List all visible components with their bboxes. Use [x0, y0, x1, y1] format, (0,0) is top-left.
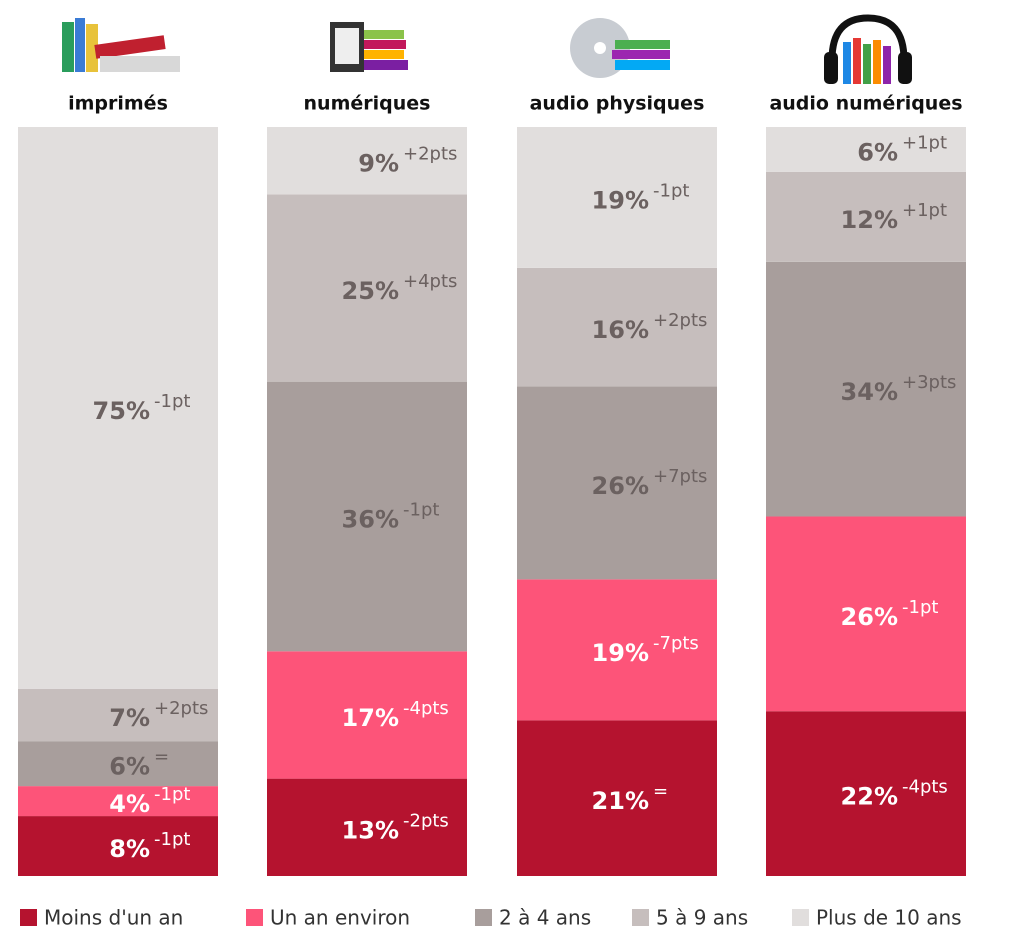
delta-label: -1pt: [902, 597, 938, 618]
bar-segment: [18, 786, 218, 817]
bar-segment: [267, 381, 467, 652]
delta-label: +4pts: [403, 271, 457, 292]
delta-label: -1pt: [154, 829, 190, 850]
legend-label: Plus de 10 ans: [816, 906, 962, 930]
value-label: 26%: [592, 472, 649, 500]
value-label: 34%: [841, 378, 898, 406]
bar-segment: [18, 127, 218, 689]
delta-label: -1pt: [653, 180, 689, 201]
bar-segment: [766, 261, 966, 517]
value-label: 25%: [342, 277, 399, 305]
legend-swatch: [632, 909, 649, 926]
value-label: 21%: [592, 787, 649, 815]
delta-label: -4pts: [902, 777, 948, 798]
legend-swatch: [792, 909, 809, 926]
legend-label: Moins d'un an: [44, 906, 183, 930]
bar-segment: [766, 171, 966, 262]
value-label: 6%: [857, 138, 898, 166]
value-label: 75%: [93, 397, 150, 425]
delta-label: +7pts: [653, 466, 707, 487]
bar-segment: [267, 127, 467, 195]
delta-label: -7pts: [653, 633, 699, 654]
value-label: 4%: [109, 790, 150, 818]
bar-segment: [517, 720, 717, 876]
delta-label: -1pt: [403, 499, 439, 520]
delta-label: +2pts: [154, 698, 208, 719]
value-label: 16%: [592, 316, 649, 344]
column-header: imprimés: [68, 93, 168, 115]
delta-label: =: [154, 747, 169, 768]
bar-segment: [18, 688, 218, 742]
column-header: numériques: [304, 93, 431, 115]
icons: [62, 14, 912, 84]
bar-segment: [517, 127, 717, 268]
bar-segment: [267, 778, 467, 876]
bar-segment: [267, 651, 467, 779]
bar-segment: [766, 127, 966, 172]
delta-label: +1pt: [902, 132, 947, 153]
value-label: 7%: [109, 704, 150, 732]
delta-label: -1pt: [154, 784, 190, 805]
delta-label: +3pts: [902, 372, 956, 393]
bar-segment: [18, 816, 218, 876]
delta-label: =: [653, 781, 668, 802]
delta-label: -1pt: [154, 391, 190, 412]
icon-cd: [570, 18, 670, 78]
bar-segment: [18, 741, 218, 787]
delta-label: +1pt: [902, 200, 947, 221]
bar-segment: [517, 386, 717, 580]
value-label: 22%: [841, 783, 898, 811]
bar-segment: [766, 711, 966, 876]
value-label: 19%: [592, 639, 649, 667]
legend-label: Un an environ: [270, 906, 410, 930]
value-label: 12%: [841, 206, 898, 234]
value-label: 36%: [342, 505, 399, 533]
value-label: 6%: [109, 753, 150, 781]
column-header: audio physiques: [530, 93, 705, 115]
column-header: audio numériques: [769, 93, 962, 115]
delta-label: -2pts: [403, 810, 449, 831]
legend-swatch: [20, 909, 37, 926]
value-label: 9%: [358, 150, 399, 178]
value-label: 8%: [109, 835, 150, 863]
icon-books: [62, 18, 180, 72]
value-label: 26%: [841, 603, 898, 631]
bar-segment: [267, 194, 467, 382]
legend-label: 2 à 4 ans: [499, 906, 591, 930]
legend-swatch: [246, 909, 263, 926]
icon-ebook: [330, 22, 408, 72]
value-label: 17%: [342, 704, 399, 732]
icon-headphones: [824, 14, 912, 84]
bar-segment: [517, 579, 717, 721]
value-label: 13%: [342, 816, 399, 844]
bar-segment: [517, 267, 717, 387]
bar-segment: [766, 516, 966, 712]
delta-label: -4pts: [403, 698, 449, 719]
delta-label: +2pts: [403, 144, 457, 165]
legend-swatch: [475, 909, 492, 926]
delta-label: +2pts: [653, 310, 707, 331]
legend-label: 5 à 9 ans: [656, 906, 748, 930]
value-label: 19%: [592, 186, 649, 214]
